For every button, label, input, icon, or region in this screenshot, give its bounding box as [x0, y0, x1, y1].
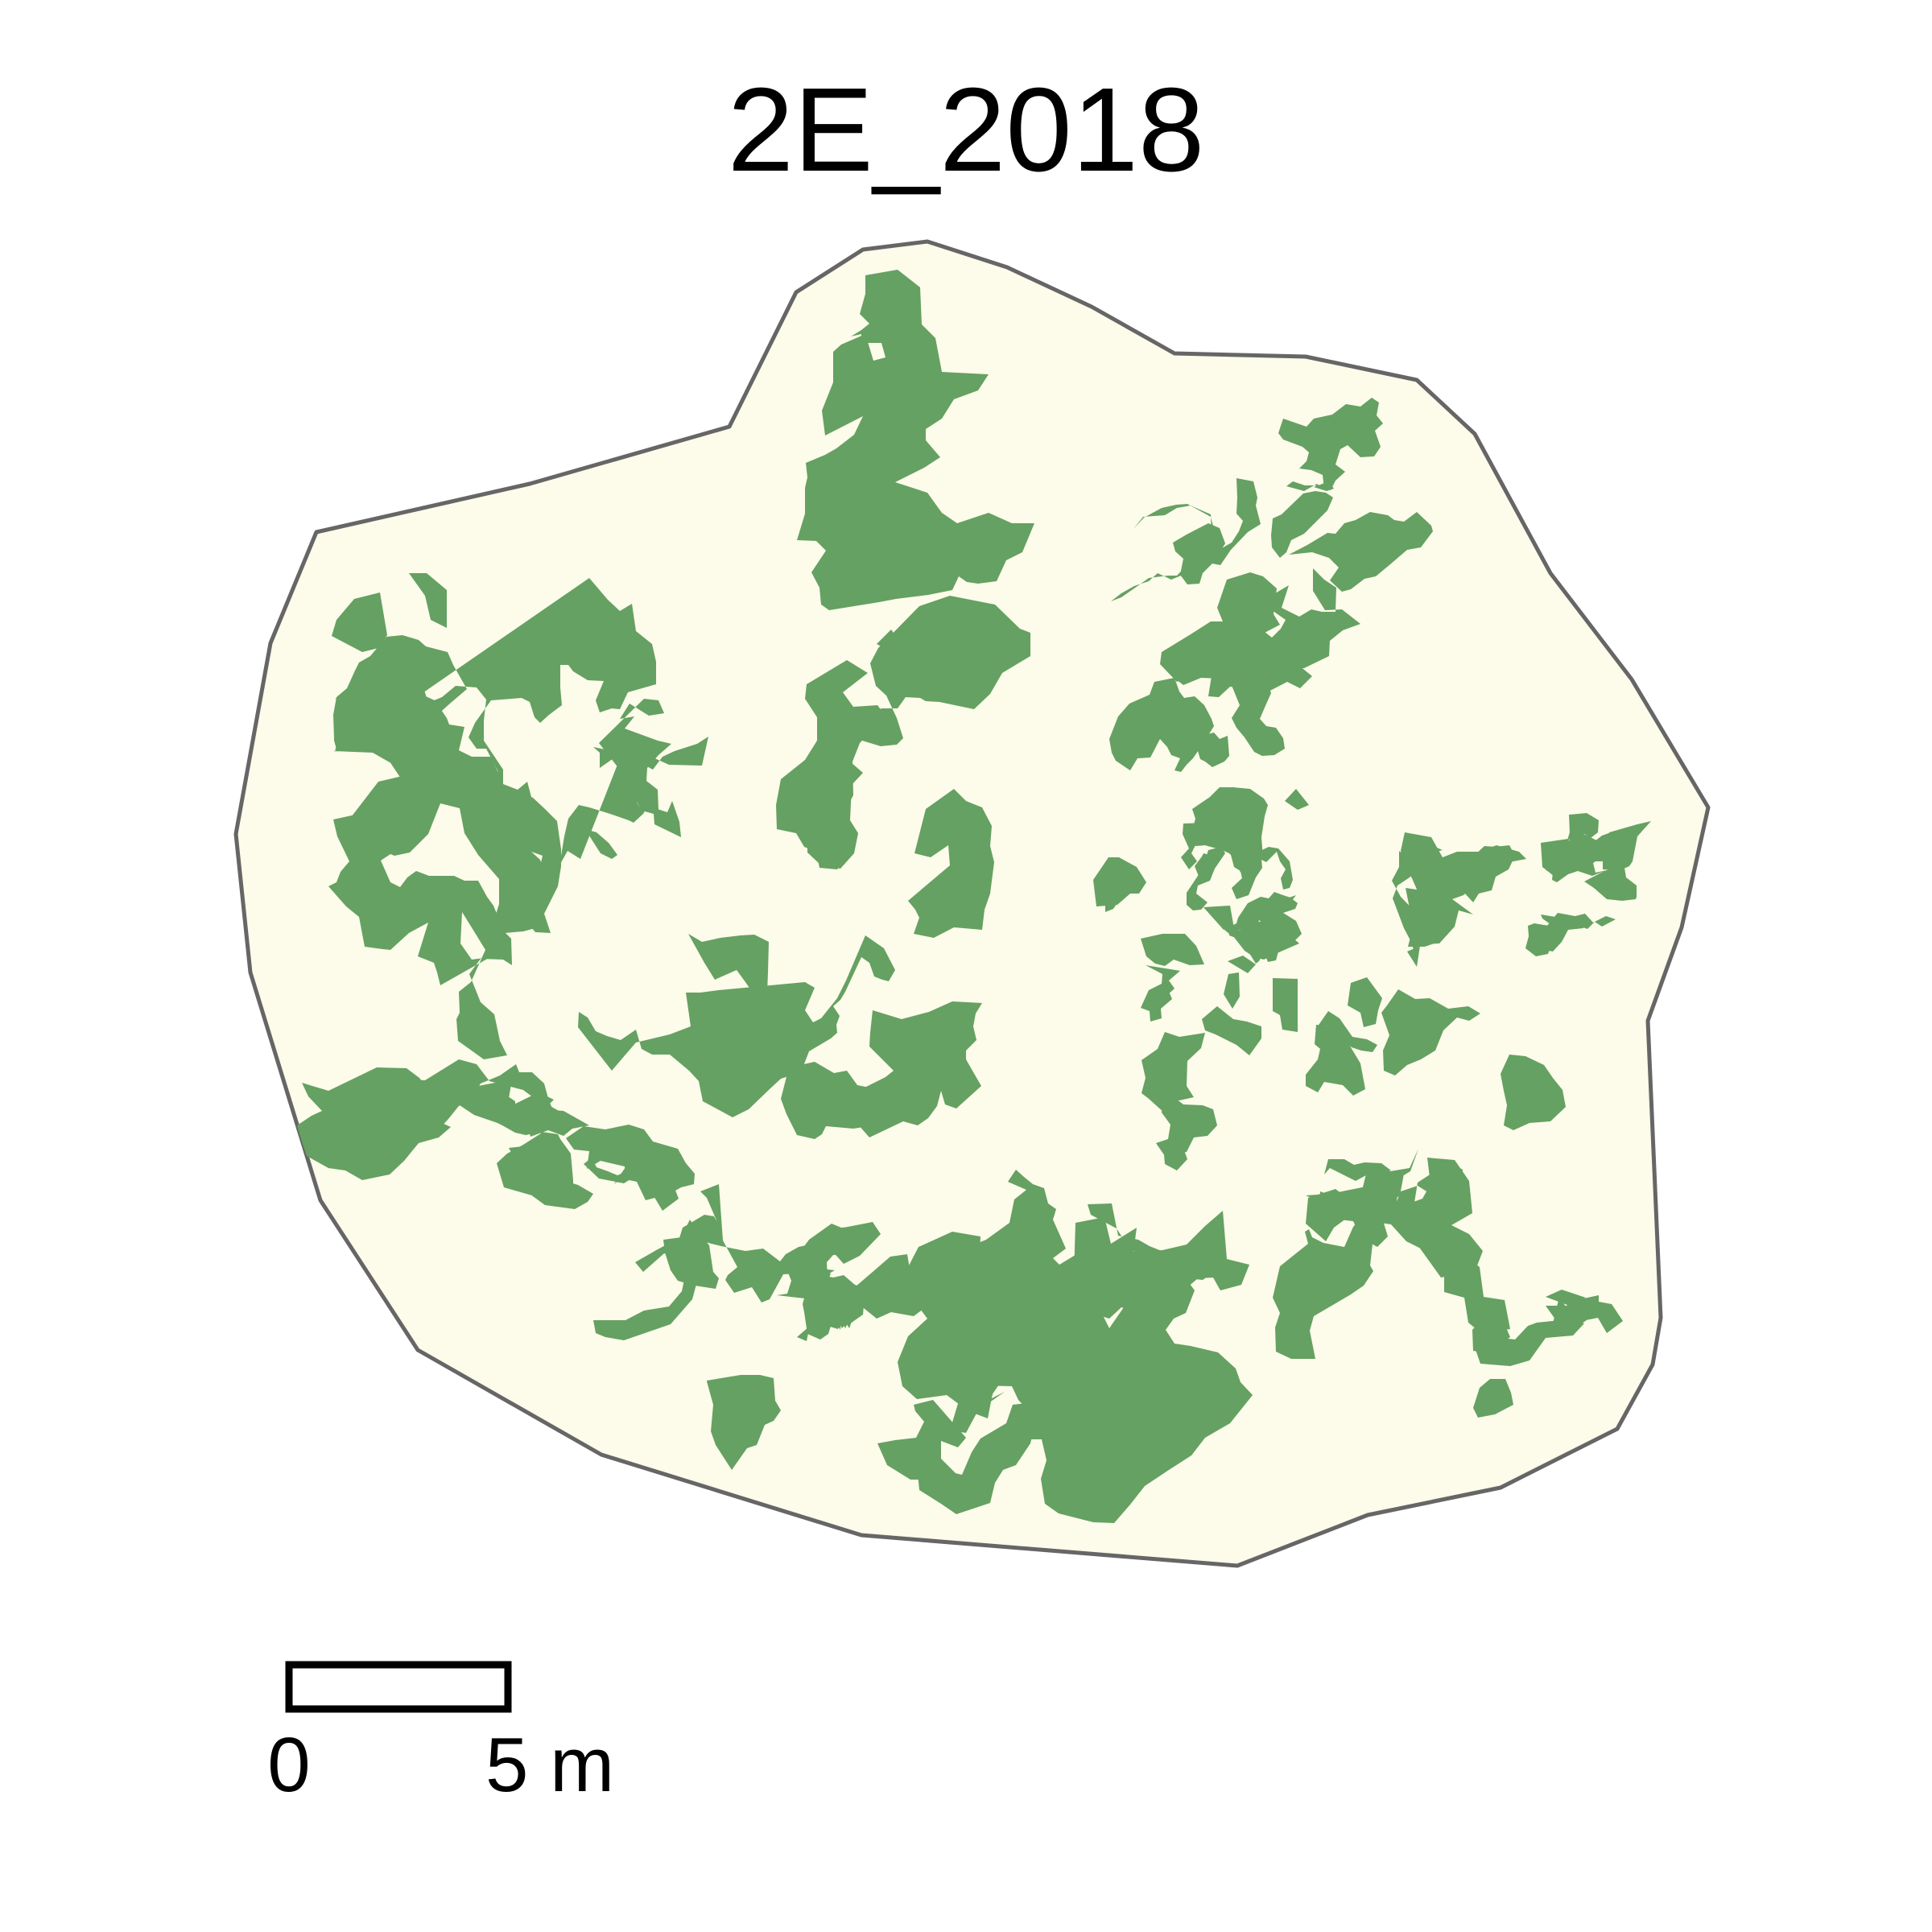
vegetation-patch	[297, 1067, 451, 1180]
vegetation-patch	[409, 573, 447, 628]
vegetation-patch	[1194, 733, 1229, 767]
vegetation-patch	[1203, 478, 1261, 565]
vegetation-patch	[908, 789, 994, 938]
vegetation-patch	[1546, 813, 1637, 901]
vegetation-patch	[687, 1220, 699, 1241]
vegetation-patch	[809, 1269, 835, 1285]
vegetation-patch	[808, 1304, 830, 1327]
vegetation-patch	[1444, 1257, 1510, 1333]
vegetation-patch	[599, 699, 671, 810]
vegetation-patch	[1074, 1211, 1249, 1319]
vegetation-patch	[1530, 913, 1583, 952]
vegetation-patch	[1324, 1159, 1391, 1181]
vegetation-patch	[673, 1184, 822, 1302]
vegetation-patch	[1314, 481, 1334, 491]
scale-bar-end-label: 5 m	[485, 1722, 614, 1808]
scale-bar: 0 5 m	[267, 1661, 614, 1808]
vegetation-patch	[1195, 853, 1216, 878]
vegetation-patch	[1260, 940, 1280, 962]
vegetation-patch	[877, 1400, 966, 1488]
vegetation-patch	[1228, 921, 1271, 964]
vegetation-patch	[1348, 977, 1382, 1027]
vegetation-patch	[849, 1001, 982, 1137]
vegetation-patch	[1273, 1220, 1373, 1359]
vegetation-patch	[1173, 523, 1225, 584]
vegetation-patch	[707, 1375, 781, 1470]
vegetation-patch	[809, 1280, 844, 1286]
vegetation-patch	[1224, 972, 1240, 1009]
vegetation-patch	[1141, 1032, 1205, 1113]
vegetation-patch	[776, 660, 889, 869]
vegetation-patch	[1306, 1169, 1406, 1241]
vegetation-patch	[805, 596, 1030, 869]
vegetation-patch	[1141, 934, 1204, 966]
vegetation-patch	[1381, 989, 1480, 1075]
vegetation-patch	[1421, 845, 1515, 916]
vegetation-patch	[1289, 512, 1433, 592]
vegetation-patch	[1187, 847, 1225, 910]
vegetation-patch	[819, 1222, 881, 1264]
vegetation-patch	[502, 1104, 568, 1129]
vegetation-patch	[1203, 906, 1234, 930]
vegetation-patch	[1252, 847, 1293, 890]
vegetation-patch	[1285, 789, 1309, 810]
vegetation-patch	[688, 934, 769, 1003]
vegetation-patch	[1473, 1320, 1584, 1366]
vegetation-patch	[1599, 821, 1651, 869]
vegetation-patch	[868, 1286, 883, 1307]
vegetation-patch	[1156, 1090, 1217, 1156]
vegetation-patch	[1315, 1011, 1377, 1052]
vegetation-patch	[797, 270, 1034, 610]
vegetation-patch	[877, 630, 902, 658]
vegetation-patch	[584, 1158, 637, 1183]
vegetation-patch	[1232, 851, 1262, 899]
vegetation-patch	[578, 935, 895, 1117]
vegetation-patch	[335, 662, 543, 933]
vegetation-patch	[1565, 1295, 1599, 1322]
vegetation-patch	[1368, 1149, 1418, 1189]
vegetation-patch	[1232, 662, 1285, 756]
vegetation-patch	[1473, 1379, 1513, 1418]
scale-bar-box	[285, 1661, 512, 1713]
vegetation-patch	[1191, 787, 1268, 861]
vegetation-patch	[1389, 1158, 1483, 1278]
vegetation-patch	[1501, 1055, 1566, 1130]
vegetation-patch	[1278, 398, 1383, 491]
vegetation-patch	[1228, 956, 1256, 973]
vegetation-patch	[1236, 568, 1360, 668]
vegetation-patch	[829, 1311, 841, 1330]
vegetation-patch	[1569, 828, 1604, 863]
vegetation-patch	[850, 1282, 872, 1313]
vegetation-patch	[1306, 1025, 1365, 1096]
vegetation-patch	[328, 812, 512, 1059]
vegetation-patch	[1146, 965, 1180, 996]
vegetation-patch	[1273, 978, 1298, 1032]
vegetation-patch	[332, 592, 387, 652]
vegetation-patch	[585, 829, 617, 859]
vegetation-patch	[1271, 491, 1333, 558]
vegetation-patch	[593, 1237, 701, 1340]
scale-bar-start-label: 0	[267, 1722, 310, 1808]
vegetation-patches	[297, 270, 1651, 1523]
vegetation-patch	[956, 1170, 1253, 1523]
vegetation-patch	[837, 1309, 853, 1328]
vegetation-patch	[1109, 678, 1214, 772]
vegetation-patch	[1163, 1144, 1187, 1170]
vegetation-patch	[628, 801, 681, 837]
vegetation-patch	[559, 737, 708, 865]
vegetation-patch	[333, 578, 656, 933]
vegetation-patch	[1276, 895, 1296, 910]
map-title: 2E_2018	[728, 64, 1205, 196]
vegetation-patch	[650, 1184, 679, 1211]
vegetation-patch	[509, 1145, 593, 1209]
vegetation-patch	[1105, 881, 1125, 912]
vegetation-patch	[811, 1286, 853, 1301]
vegetation-patch	[1202, 1006, 1261, 1055]
vegetation-patch	[609, 1151, 641, 1184]
vegetation-patch	[1141, 982, 1172, 1022]
vegetation-patch	[1181, 823, 1208, 869]
vegetation-patch	[1188, 1262, 1211, 1280]
